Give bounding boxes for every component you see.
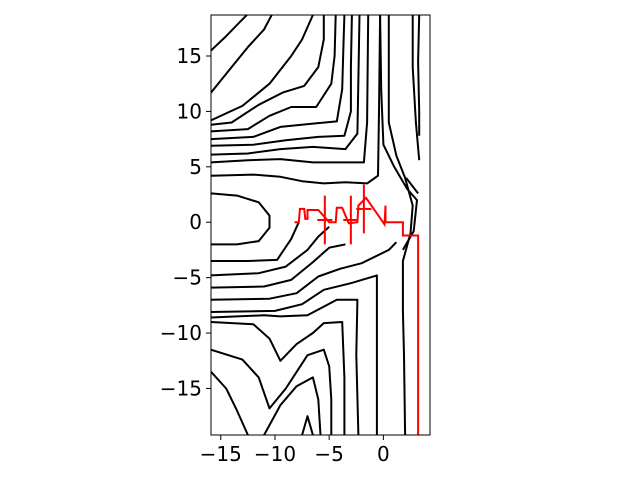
x-tick-label-4: 0 <box>377 442 390 466</box>
plot-frame <box>210 14 431 436</box>
contour-line-6 <box>211 15 346 141</box>
contour-line-16 <box>211 274 378 435</box>
contour-line-26 <box>417 15 421 136</box>
trajectory-line <box>294 196 420 435</box>
y-tick-label-3: 5 <box>189 155 202 179</box>
contour-line-9 <box>211 15 370 164</box>
contour-line-24 <box>379 15 418 251</box>
contour-line-5 <box>211 15 337 133</box>
x-tick-label-3: −5 <box>314 442 343 466</box>
contour-line-20 <box>211 371 249 435</box>
contour-line-4 <box>211 15 325 126</box>
contour-line-2 <box>211 15 273 94</box>
y-tick-label-1: 15 <box>177 44 202 68</box>
contour-line-14 <box>211 243 346 289</box>
y-tick-label-5: −5 <box>173 266 202 290</box>
contour-line-27 <box>405 177 419 195</box>
contour-lines <box>211 15 421 435</box>
contour-line-18 <box>211 321 346 435</box>
contour-line-15 <box>211 241 398 301</box>
contour-line-12 <box>211 221 300 262</box>
contour-line-8 <box>211 15 361 156</box>
contour-line-17 <box>211 298 360 435</box>
y-tick-label-6: −10 <box>160 321 202 345</box>
y-tick-label-4: 0 <box>189 210 202 234</box>
contour-line-1 <box>211 15 248 52</box>
contour-line-25 <box>411 15 421 161</box>
contour-line-7 <box>211 15 353 147</box>
contour-line-19 <box>211 348 333 435</box>
contour-line-13 <box>211 225 330 277</box>
x-tick-label-1: −15 <box>200 442 242 466</box>
axes: −15 −10 −5 0 15 10 5 0 −5 −10 −15 <box>160 14 431 466</box>
y-tick-label-7: −15 <box>160 376 202 400</box>
trajectory <box>294 184 420 435</box>
contour-line-22 <box>301 415 314 435</box>
contour-line-3 <box>211 15 314 122</box>
contour-line-10 <box>211 15 382 185</box>
y-tick-label-2: 10 <box>177 99 202 123</box>
x-tick-label-2: −10 <box>254 442 296 466</box>
contour-line-21 <box>263 376 322 435</box>
contour-line-11 <box>211 192 271 246</box>
contour-line-23 <box>387 15 414 435</box>
